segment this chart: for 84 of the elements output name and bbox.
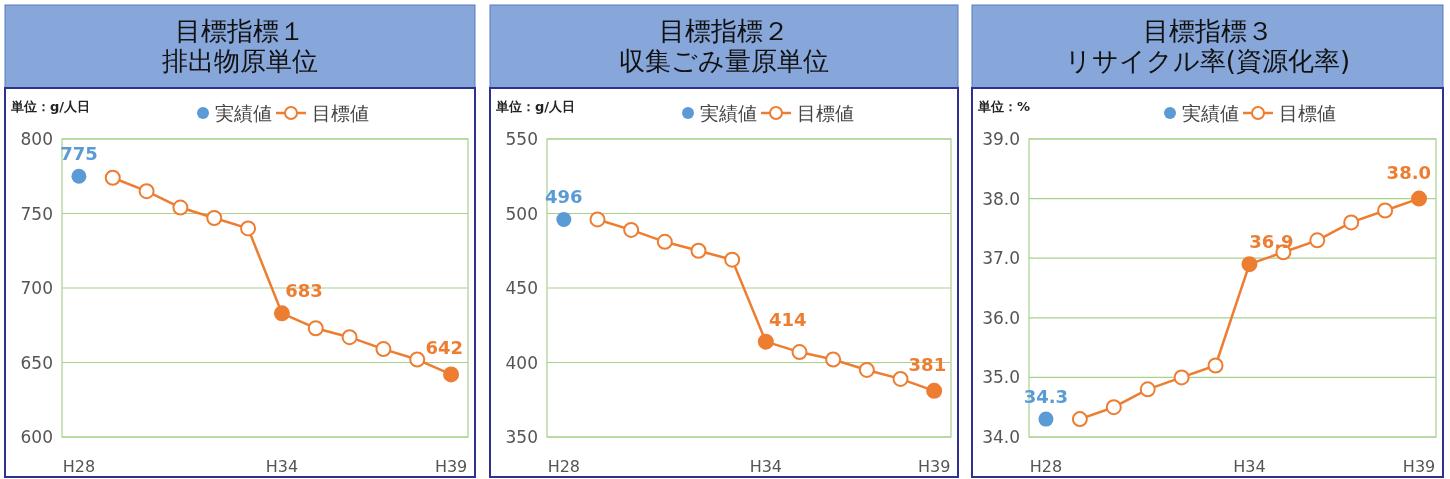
point	[307, 320, 324, 337]
point	[825, 351, 842, 368]
chart-subtitle: 収集ごみ量原単位	[619, 46, 829, 76]
y-tick-label: 36.0	[982, 307, 1020, 328]
point	[71, 168, 87, 184]
y-tick-label: 38.0	[982, 188, 1020, 209]
chart-subtitle: 排出物原単位	[162, 46, 318, 76]
y-tick-label: 350	[505, 427, 538, 447]
y-tick-label: 600	[20, 427, 53, 447]
point	[409, 351, 426, 368]
legend-label: 実績値	[215, 102, 272, 124]
x-tick-label: H39	[917, 457, 951, 476]
y-tick-label: 800	[20, 129, 53, 149]
y-tick-label: 34.0	[982, 427, 1020, 447]
x-tick-label: H34	[1233, 457, 1266, 476]
x-tick-label: H39	[434, 457, 468, 476]
point	[1411, 190, 1428, 207]
y-tick-label: 700	[20, 278, 53, 298]
point	[1309, 232, 1326, 249]
point	[240, 220, 257, 237]
point	[341, 329, 358, 346]
text: 単位：g/人日	[495, 99, 576, 114]
legend-label: 目標値	[312, 102, 369, 124]
point	[623, 221, 640, 238]
y-tick-label: 550	[505, 129, 538, 149]
data-label: 496	[545, 186, 583, 208]
point	[1377, 202, 1394, 219]
point	[443, 366, 460, 383]
point	[1173, 369, 1190, 386]
x-tick-label: H34	[749, 457, 783, 476]
legend-label: 実績値	[1182, 102, 1239, 124]
point	[757, 333, 774, 350]
x-tick-label: H28	[1029, 457, 1063, 476]
point	[690, 242, 707, 259]
data-label: 775	[60, 143, 98, 165]
x-tick-label: H28	[547, 457, 581, 476]
x-tick-label: H28	[62, 457, 96, 476]
y-tick-label: 400	[505, 352, 538, 373]
y-tick-label: 37.0	[982, 248, 1020, 269]
point	[589, 211, 606, 228]
point	[556, 211, 572, 227]
data-label: 642	[425, 337, 464, 359]
point	[273, 305, 290, 322]
point	[1241, 256, 1258, 273]
point	[1105, 399, 1122, 416]
data-label: 381	[908, 353, 947, 375]
point	[791, 344, 808, 361]
text: 単位：g/人日	[10, 99, 91, 114]
point	[858, 361, 875, 378]
point	[104, 169, 121, 186]
legend-label: 実績値	[700, 102, 757, 124]
y-tick-label: 750	[20, 203, 53, 224]
chart-subtitle: リサイクル率(資源化率)	[1064, 46, 1351, 76]
y-tick-label: 650	[20, 352, 53, 373]
point	[926, 382, 943, 399]
chart-title: 目標指標３	[1142, 16, 1273, 46]
point	[1038, 411, 1054, 427]
y-tick-label: 35.0	[982, 367, 1020, 388]
y-tick-label: 450	[505, 278, 538, 298]
point	[724, 251, 741, 268]
chart-title: 目標指標１	[175, 16, 305, 46]
data-label: 38.0	[1386, 161, 1432, 183]
y-tick-label: 39.0	[982, 129, 1020, 149]
point	[1207, 357, 1224, 374]
point	[172, 199, 189, 216]
point	[656, 233, 673, 250]
y-tick-label: 500	[505, 203, 538, 224]
chart-title: 目標指標２	[659, 16, 789, 46]
legend-label: 目標値	[1279, 102, 1336, 124]
data-label: 34.3	[1023, 386, 1069, 408]
point	[1071, 411, 1088, 428]
x-tick-label: H34	[265, 457, 299, 476]
text: 単位：%	[977, 99, 1031, 114]
point	[1139, 381, 1156, 398]
point	[206, 209, 223, 226]
point	[1343, 214, 1360, 231]
data-label: 36.9	[1249, 231, 1294, 253]
point	[138, 183, 155, 200]
data-label: 414	[769, 308, 807, 330]
legend-label: 目標値	[797, 102, 854, 124]
x-tick-label: H39	[1402, 457, 1436, 476]
point	[375, 341, 392, 358]
data-label: 683	[285, 280, 323, 302]
point	[892, 370, 909, 387]
